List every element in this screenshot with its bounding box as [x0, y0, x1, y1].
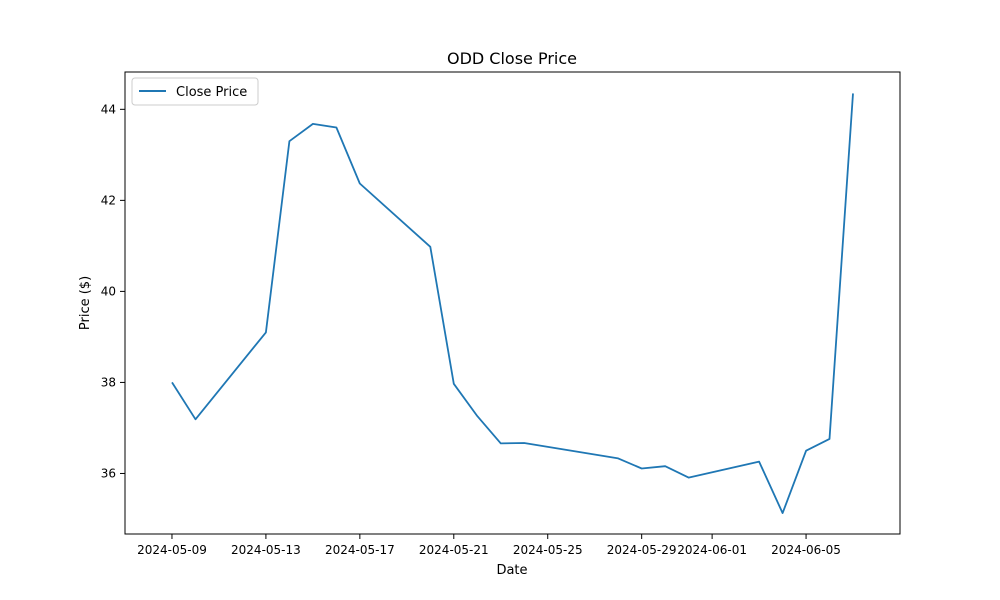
- legend: Close Price: [131, 77, 259, 106]
- plot-area: [124, 71, 901, 535]
- legend-label-close-price: Close Price: [176, 85, 247, 100]
- series-line-close-price: [171, 93, 854, 514]
- y-tick-label: 42: [101, 193, 116, 207]
- x-tick-label: 2024-05-29: [607, 543, 677, 557]
- y-tick-label: 40: [101, 284, 116, 298]
- y-tick-label: 36: [101, 466, 116, 480]
- x-tick-label: 2024-05-13: [231, 543, 301, 557]
- x-tick-label: 2024-05-25: [513, 543, 583, 557]
- y-axis: 36 38 40 42 44: [101, 102, 125, 480]
- series-layer: [171, 93, 854, 514]
- legend-box: [131, 77, 259, 106]
- y-axis-label: Price ($): [78, 276, 93, 330]
- y-tick-label: 38: [101, 375, 116, 389]
- y-tick-label: 44: [101, 102, 116, 116]
- x-tick-label: 2024-06-01: [677, 543, 747, 557]
- x-axis: 2024-05-09 2024-05-13 2024-05-17 2024-05-21…: [137, 534, 841, 557]
- x-tick-label: 2024-05-17: [325, 543, 395, 557]
- x-tick-label: 2024-06-05: [771, 543, 841, 557]
- x-tick-label: 2024-05-09: [137, 543, 207, 557]
- x-axis-label: Date: [496, 563, 527, 578]
- chart-title: ODD Close Price: [447, 49, 577, 68]
- x-tick-label: 2024-05-21: [419, 543, 489, 557]
